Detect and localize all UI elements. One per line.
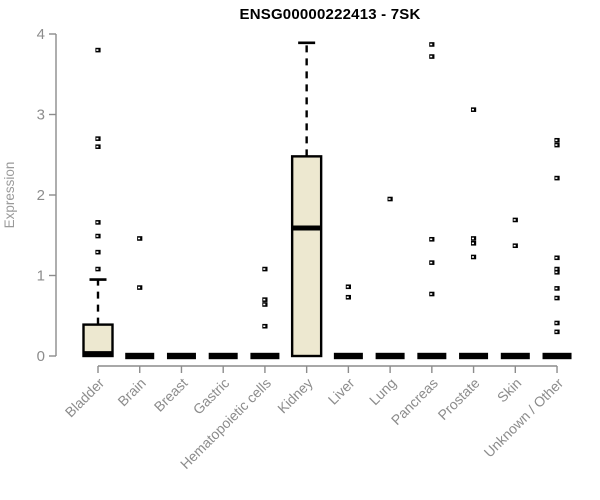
outlier-point [470, 107, 477, 112]
outlier-point [137, 285, 143, 290]
y-axis-title: Expression [2, 162, 17, 229]
outlier-point [95, 220, 101, 225]
collapsed-box [333, 352, 363, 360]
outlier-point [95, 136, 101, 141]
outlier-point [429, 291, 435, 297]
box-bladder [82, 47, 114, 358]
outlier-point [429, 54, 435, 59]
box-breast [166, 352, 196, 360]
box-gastric [208, 352, 238, 360]
outlier-point [95, 266, 101, 272]
box-pancreas [417, 42, 447, 360]
y-tick-label: 3 [37, 107, 45, 124]
box-body [290, 155, 323, 358]
outlier-point [95, 233, 101, 239]
outlier-point [95, 47, 101, 53]
outlier-point [95, 249, 101, 255]
outlier-point [470, 241, 477, 246]
chart-title: ENSG00000222413 - 7SK [239, 6, 421, 23]
box-prostate [459, 107, 489, 360]
outlier-point [554, 175, 560, 181]
collapsed-box [500, 352, 530, 360]
outlier-point [554, 320, 560, 326]
outlier-point [262, 297, 268, 302]
outlier-point [429, 260, 435, 265]
outlier-point [387, 196, 393, 202]
collapsed-box [125, 352, 155, 360]
y-tick-label: 1 [37, 268, 45, 285]
outlier-point [345, 284, 351, 290]
outlier-point [262, 266, 268, 272]
outlier-point [554, 286, 560, 291]
x-tick-label: Bladder [62, 375, 108, 421]
y-tick-label: 4 [37, 26, 45, 43]
outlier-point [429, 42, 435, 47]
collapsed-box [208, 352, 238, 360]
collapsed-box [542, 352, 572, 360]
outlier-point [345, 294, 351, 300]
box-liver [333, 284, 363, 360]
outlier-point [512, 217, 518, 223]
box-lung [375, 196, 405, 360]
outlier-point [95, 144, 101, 149]
outlier-point [554, 137, 560, 143]
y-axis: 0 1 2 3 4 [37, 26, 57, 365]
outlier-point [554, 329, 560, 335]
x-tick-label: Prostate [435, 375, 483, 423]
box-brain [125, 236, 155, 360]
box-unknown-other [542, 137, 572, 360]
y-axis-label: Expression [2, 162, 17, 229]
outlier-point [137, 236, 143, 241]
x-tick-label: Unknown / Other [481, 375, 567, 461]
outlier-point [554, 142, 560, 148]
outlier-point [554, 269, 560, 275]
x-tick-label: Lung [366, 375, 399, 408]
outlier-point [554, 255, 560, 261]
outlier-point [554, 266, 560, 272]
box-skin [500, 217, 530, 360]
outlier-point [470, 236, 477, 241]
x-tick-label: Brain [114, 375, 148, 409]
outlier-point [262, 323, 268, 329]
box-kidney [290, 41, 323, 358]
x-tick-label: Kidney [274, 375, 316, 417]
y-tick-label: 2 [37, 187, 45, 204]
collapsed-box [250, 352, 280, 360]
x-tick-label: Liver [325, 375, 358, 408]
outlier-point [512, 243, 518, 249]
x-tick-label: Skin [494, 375, 525, 406]
y-tick-label: 0 [37, 348, 45, 365]
x-tick-label: Breast [151, 375, 191, 415]
outlier-point [470, 254, 477, 260]
collapsed-box [166, 352, 196, 360]
collapsed-box [459, 352, 489, 360]
collapsed-box [417, 352, 447, 360]
collapsed-box [375, 352, 405, 360]
outlier-point [262, 302, 268, 307]
box-hematopoietic-cells [250, 266, 280, 360]
outlier-point [554, 295, 560, 301]
outlier-point [429, 236, 435, 242]
